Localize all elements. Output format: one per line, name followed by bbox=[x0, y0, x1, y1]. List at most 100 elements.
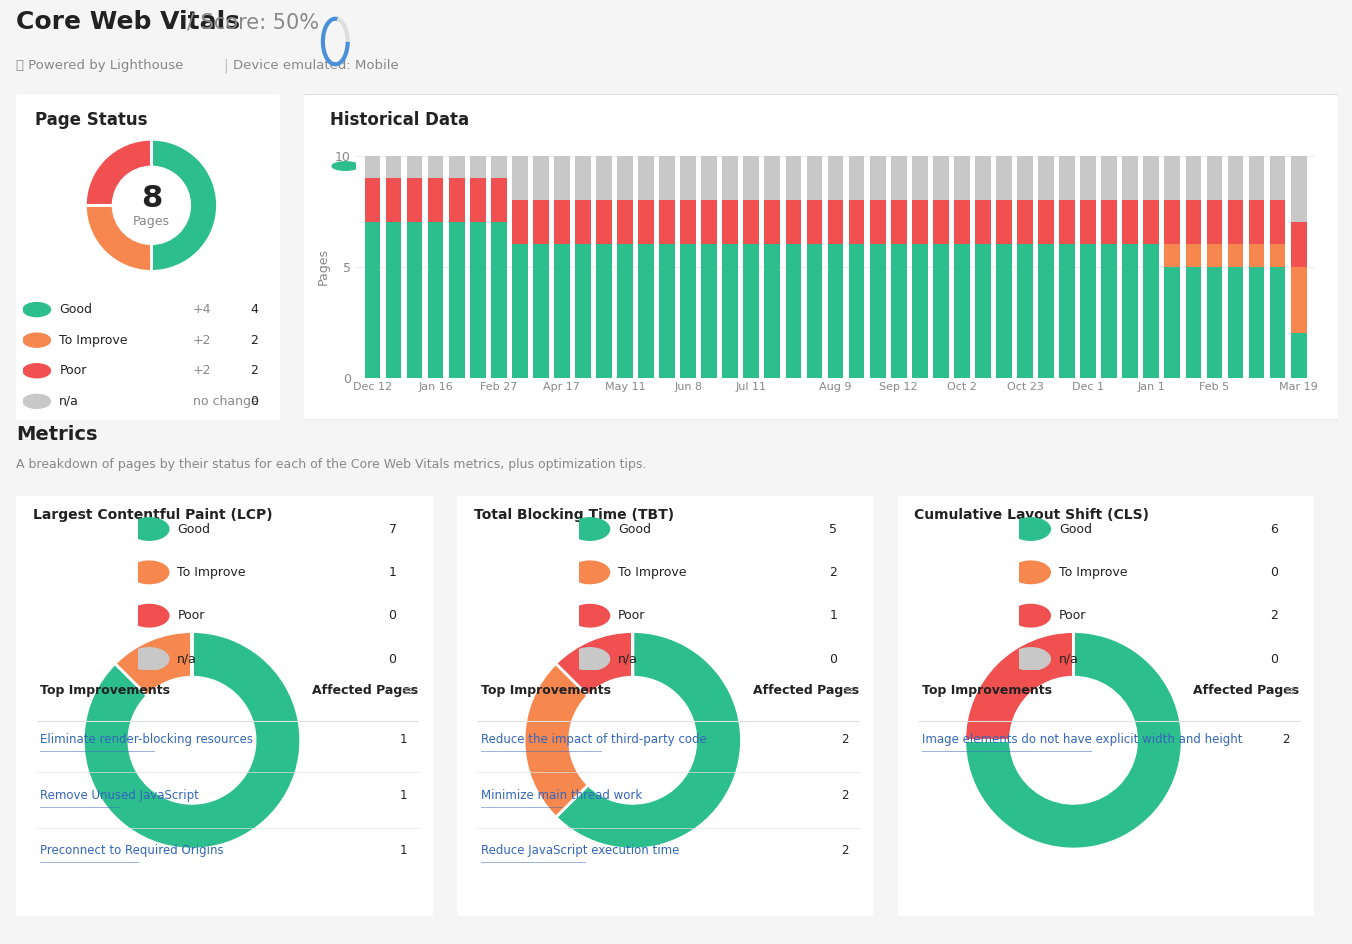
Bar bbox=[891, 156, 907, 200]
Bar bbox=[996, 156, 1011, 200]
Text: Good: Good bbox=[59, 303, 92, 316]
Text: Poor: Poor bbox=[618, 609, 645, 622]
Text: Top Improvements: Top Improvements bbox=[481, 684, 611, 698]
Text: n/a: n/a bbox=[618, 652, 638, 666]
Bar bbox=[469, 177, 485, 222]
Bar bbox=[596, 244, 612, 378]
Text: +4: +4 bbox=[193, 303, 211, 316]
Bar bbox=[491, 177, 507, 222]
Bar bbox=[617, 156, 633, 200]
Bar bbox=[385, 222, 402, 378]
Text: 0: 0 bbox=[388, 609, 396, 622]
Bar bbox=[1038, 200, 1055, 244]
Bar bbox=[533, 200, 549, 244]
Bar bbox=[807, 244, 822, 378]
Text: Core Web Vitals: Core Web Vitals bbox=[16, 10, 241, 35]
Bar bbox=[764, 156, 780, 200]
Text: 🔒 Powered by Lighthouse: 🔒 Powered by Lighthouse bbox=[16, 59, 184, 73]
Text: 0: 0 bbox=[829, 652, 837, 666]
Bar bbox=[680, 156, 696, 200]
Text: Historical Data: Historical Data bbox=[330, 110, 469, 128]
Bar bbox=[786, 200, 802, 244]
Bar bbox=[491, 222, 507, 378]
Bar bbox=[554, 156, 569, 200]
Bar bbox=[849, 244, 864, 378]
Text: 2: 2 bbox=[250, 333, 258, 346]
Bar bbox=[849, 156, 864, 200]
Text: Poor: Poor bbox=[1059, 609, 1086, 622]
Bar bbox=[1144, 200, 1159, 244]
Wedge shape bbox=[151, 139, 218, 271]
Text: Top Improvements: Top Improvements bbox=[41, 684, 170, 698]
Bar bbox=[1249, 244, 1264, 266]
Bar bbox=[786, 244, 802, 378]
Bar bbox=[1270, 244, 1286, 266]
Bar bbox=[891, 244, 907, 378]
Text: n/a: n/a bbox=[723, 160, 744, 173]
Text: Remove Unused JavaScript: Remove Unused JavaScript bbox=[41, 789, 199, 801]
Bar bbox=[385, 156, 402, 177]
Bar bbox=[1017, 244, 1033, 378]
Bar bbox=[1249, 266, 1264, 378]
Bar bbox=[1080, 200, 1096, 244]
Circle shape bbox=[23, 363, 50, 378]
Bar bbox=[427, 222, 443, 378]
Text: ≡: ≡ bbox=[1283, 684, 1295, 699]
Text: Affected Pages: Affected Pages bbox=[312, 684, 418, 698]
Bar bbox=[512, 156, 527, 200]
Circle shape bbox=[1011, 561, 1051, 583]
Text: Good: Good bbox=[1059, 523, 1092, 535]
Circle shape bbox=[23, 333, 50, 347]
Bar bbox=[869, 200, 886, 244]
Text: Device emulated: Mobile: Device emulated: Mobile bbox=[233, 59, 399, 73]
Bar bbox=[744, 156, 760, 200]
Bar bbox=[1017, 200, 1033, 244]
Circle shape bbox=[571, 648, 610, 670]
Text: n/a: n/a bbox=[59, 395, 80, 408]
Text: Pages: Pages bbox=[132, 215, 170, 228]
Text: 0: 0 bbox=[388, 652, 396, 666]
Bar bbox=[1291, 333, 1306, 378]
Circle shape bbox=[571, 561, 610, 583]
Text: 2: 2 bbox=[830, 565, 837, 579]
Bar bbox=[911, 200, 927, 244]
Bar bbox=[1249, 200, 1264, 244]
Bar bbox=[996, 244, 1011, 378]
Bar bbox=[869, 156, 886, 200]
Text: Minimize main thread work: Minimize main thread work bbox=[481, 789, 642, 801]
Text: Good: Good bbox=[618, 523, 652, 535]
Circle shape bbox=[690, 161, 715, 170]
Bar bbox=[1017, 156, 1033, 200]
Text: Reduce JavaScript execution time: Reduce JavaScript execution time bbox=[481, 844, 680, 857]
Bar bbox=[1122, 156, 1138, 200]
Bar bbox=[722, 200, 738, 244]
FancyBboxPatch shape bbox=[299, 94, 1344, 420]
Bar bbox=[660, 200, 675, 244]
Bar bbox=[827, 156, 844, 200]
Bar bbox=[702, 244, 717, 378]
Text: Largest Contentful Paint (LCP): Largest Contentful Paint (LCP) bbox=[32, 508, 273, 522]
Bar bbox=[1164, 156, 1180, 200]
Text: no change: no change bbox=[193, 395, 258, 408]
Text: 0: 0 bbox=[250, 395, 258, 408]
Bar bbox=[1186, 200, 1202, 244]
Text: 8: 8 bbox=[141, 184, 162, 213]
Bar bbox=[1122, 244, 1138, 378]
Text: |: | bbox=[223, 59, 227, 73]
Text: To Improve: To Improve bbox=[1059, 565, 1128, 579]
Text: To Improve: To Improve bbox=[485, 160, 554, 173]
Text: Poor: Poor bbox=[177, 609, 204, 622]
Text: Reduce the impact of third-party code: Reduce the impact of third-party code bbox=[481, 733, 707, 746]
Text: 2: 2 bbox=[841, 733, 849, 746]
Bar bbox=[575, 156, 591, 200]
Bar bbox=[469, 222, 485, 378]
Circle shape bbox=[571, 517, 610, 540]
Text: Preconnect to Required Origins: Preconnect to Required Origins bbox=[41, 844, 224, 857]
Text: Cumulative Layout Shift (CLS): Cumulative Layout Shift (CLS) bbox=[914, 508, 1149, 522]
Text: n/a: n/a bbox=[177, 652, 197, 666]
Bar bbox=[933, 156, 949, 200]
Bar bbox=[365, 222, 380, 378]
Bar bbox=[1059, 200, 1075, 244]
Circle shape bbox=[571, 161, 596, 170]
Bar bbox=[1038, 244, 1055, 378]
